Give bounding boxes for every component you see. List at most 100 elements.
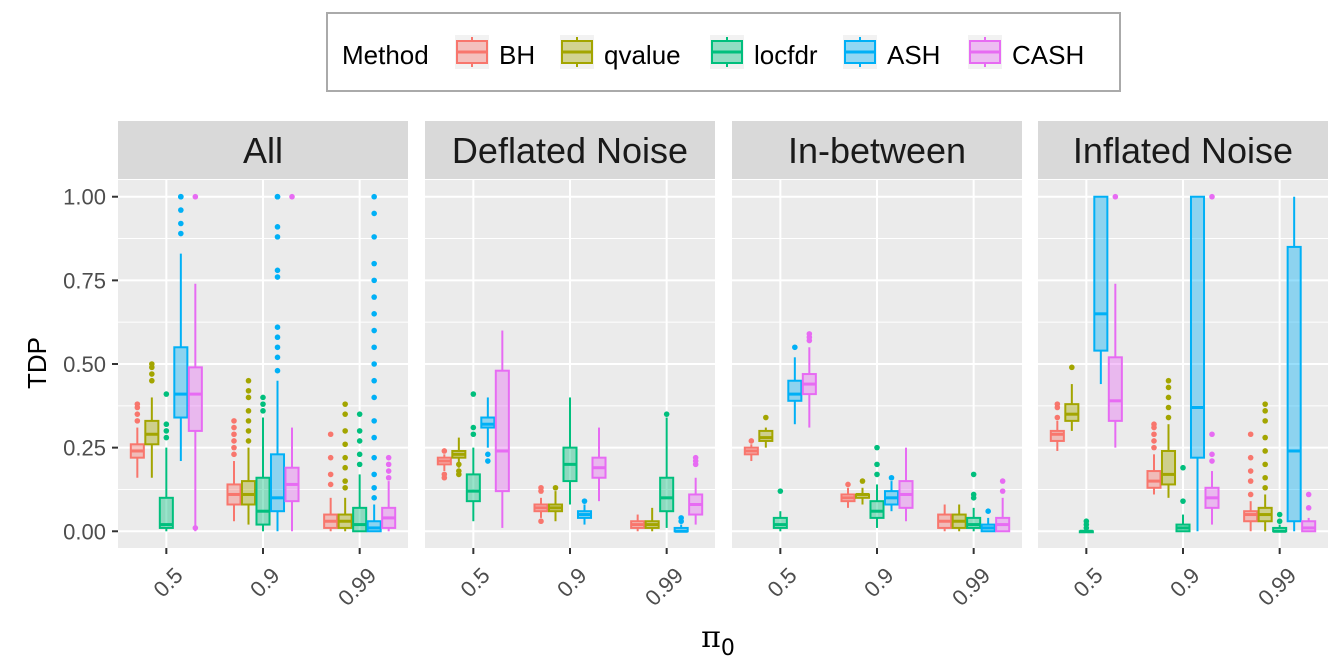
outlier-point	[178, 207, 184, 213]
panel-inflated-noise: Inflated Noise 0.5 0.9 0.99	[1038, 121, 1328, 611]
outlier-point	[456, 461, 462, 468]
outlier-point	[371, 193, 377, 200]
box-bh-0-9	[1146, 421, 1162, 495]
box-body	[1107, 356, 1123, 422]
box-ash-0-99	[366, 193, 382, 533]
outlier-point	[245, 387, 252, 394]
outlier-point	[327, 481, 334, 488]
box-body	[869, 500, 885, 519]
box-qvalue-0-5	[451, 437, 467, 478]
outlier-point	[441, 471, 448, 478]
box-ash-0-9	[1189, 195, 1206, 532]
box-locfdr-0-5	[158, 391, 174, 532]
box-qvalue-0-9	[240, 377, 257, 525]
panel-deflated-noise: Deflated Noise 0.5 0.9 0.99	[425, 121, 715, 611]
outlier-point	[371, 377, 377, 384]
box-body	[1243, 510, 1259, 523]
x-tick-label: 0.5	[455, 563, 494, 602]
facet-strip-label: All	[243, 130, 283, 171]
outlier-point	[385, 474, 392, 481]
box-ash-0-99	[1286, 196, 1302, 532]
outlier-point	[245, 377, 252, 384]
box-body	[480, 416, 496, 429]
outlier-point	[149, 361, 155, 367]
box-locfdr-0-9	[562, 397, 578, 505]
outlier-point	[371, 454, 377, 461]
box-ash-0-99	[673, 515, 689, 533]
x-tick-label: 0.9	[552, 563, 591, 602]
outlier-point	[231, 418, 237, 424]
outlier-point	[371, 361, 377, 367]
outlier-point	[1262, 448, 1268, 454]
box-cash-0-9	[1204, 193, 1220, 525]
box-ash-0-9	[269, 193, 286, 532]
outlier-point	[327, 431, 334, 438]
legend-item-cash: CASH	[968, 35, 1084, 70]
outlier-point	[371, 484, 377, 491]
outlier-point	[1165, 377, 1172, 384]
outlier-point	[342, 411, 348, 417]
facet-strip	[425, 121, 715, 179]
y-axis-title: TDP	[22, 337, 52, 389]
legend-item-locfdr: locfdr	[710, 35, 818, 70]
outlier-point	[149, 377, 155, 384]
outlier-point	[485, 458, 491, 464]
legend-label: qvalue	[604, 40, 681, 70]
outlier-point	[806, 331, 813, 337]
outlier-point	[874, 471, 880, 478]
outlier-point	[1151, 444, 1157, 451]
outlier-point	[581, 498, 588, 504]
outlier-point	[134, 411, 141, 417]
box-cash-0-9	[284, 193, 300, 532]
outlier-point	[274, 193, 281, 200]
box-body	[772, 516, 788, 529]
outlier-point	[274, 334, 281, 341]
box-ash-0-9	[883, 474, 900, 512]
outlier-point	[274, 274, 281, 280]
box-body	[352, 506, 368, 533]
outlier-point	[456, 468, 462, 474]
box-locfdr-0-99	[352, 411, 368, 533]
box-cash-0-99	[688, 454, 704, 525]
outlier-point	[245, 418, 252, 424]
facet-strip	[732, 121, 1022, 179]
outlier-point	[692, 454, 699, 461]
outlier-point	[178, 220, 184, 227]
y-tick-label: 0.75	[63, 268, 106, 293]
outlier-point	[1276, 511, 1283, 518]
box-ash-0-5	[1093, 195, 1109, 385]
outlier-point	[245, 438, 252, 444]
box-cash-0-9	[898, 447, 914, 522]
outlier-point	[552, 484, 559, 491]
legend-label: CASH	[1012, 40, 1084, 70]
outlier-point	[371, 344, 377, 351]
box-qvalue-0-5	[1064, 364, 1080, 431]
outlier-point	[385, 461, 392, 468]
box-bh-0-9	[226, 418, 242, 522]
box-body	[494, 369, 510, 493]
outlier-point	[1262, 474, 1268, 481]
outlier-point	[371, 311, 377, 317]
outlier-point	[149, 371, 155, 377]
outlier-point	[663, 411, 670, 417]
outlier-point	[192, 525, 199, 531]
box-cash-0-99	[995, 478, 1011, 533]
box-body	[1049, 429, 1065, 442]
outlier-point	[859, 478, 866, 484]
outlier-point	[1165, 414, 1172, 421]
legend-title: Method	[342, 40, 429, 70]
box-bh-0-5	[1049, 401, 1065, 451]
outlier-point	[470, 424, 477, 431]
box-qvalue-0-99	[337, 401, 353, 532]
legend-item-ash: ASH	[843, 35, 940, 70]
box-locfdr-0-5	[772, 488, 788, 532]
outlier-point	[1247, 454, 1254, 461]
outlier-point	[777, 488, 784, 494]
outlier-point	[274, 354, 281, 361]
outlier-point	[231, 451, 237, 458]
box-body	[158, 496, 174, 529]
box-body	[240, 480, 257, 506]
box-body	[1286, 245, 1302, 523]
box-body	[144, 419, 160, 446]
box-locfdr-0-99	[659, 411, 675, 528]
